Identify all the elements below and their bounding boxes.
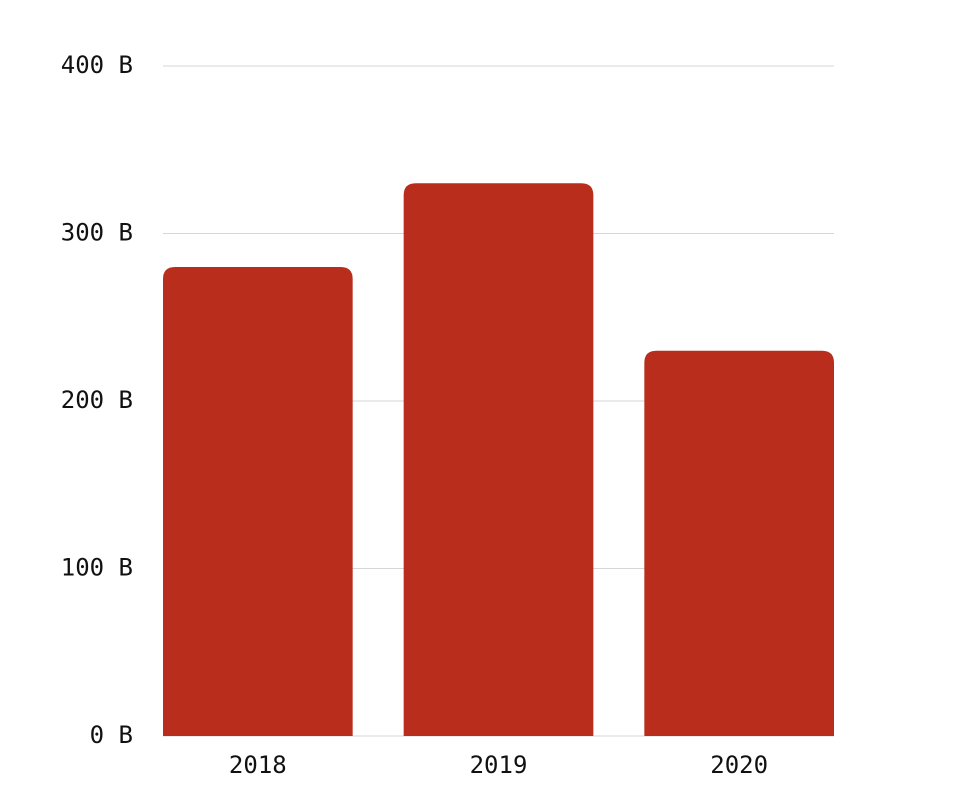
bar [403,183,594,736]
bar [644,350,834,736]
x-tick-label: 2018 [229,751,287,779]
bar [163,267,353,736]
x-tick-label: 2020 [710,751,768,779]
y-tick-label: 100 B [61,554,133,582]
y-tick-label: 0 B [90,721,133,749]
y-tick-label: 200 B [61,386,133,414]
y-tick-label: 300 B [61,219,133,247]
x-tick-label: 2019 [470,751,528,779]
y-tick-label: 400 B [61,51,133,79]
